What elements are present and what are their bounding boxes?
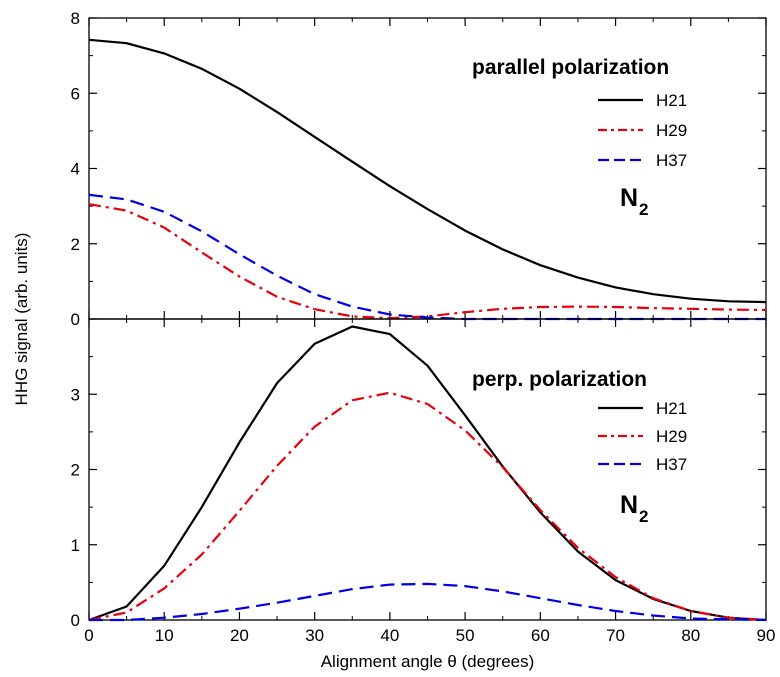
y-tick-label: 0 [71,310,80,329]
molecule-label: N [620,491,638,519]
x-tick-label: 20 [230,626,249,645]
x-tick-label: 40 [380,626,399,645]
series-line-h21 [88,38,767,304]
legend-label: H29 [656,121,687,140]
y-axis-title: HHG signal (arb. units) [12,233,31,406]
series-line-h29 [88,391,767,622]
x-tick-label: 50 [456,626,475,645]
legend-label: H21 [656,91,687,110]
series-line-h37 [89,582,767,622]
y-tick-label: 2 [71,235,80,254]
molecule-label: N [620,184,638,212]
y-tick-label: 8 [71,9,80,28]
legend-label: H29 [656,427,687,446]
legend-label: H37 [656,151,687,170]
y-tick-label: 1 [71,536,80,555]
series-line-h37 [88,193,766,321]
x-tick-label: 60 [531,626,550,645]
panel-title: perp. polarization [472,368,647,391]
x-tick-label: 80 [681,626,700,645]
x-tick-label: 10 [155,626,174,645]
series-line-h29 [88,203,767,320]
x-axis-title: Alignment angle θ (degrees) [321,652,535,671]
legend-label: H21 [656,399,687,418]
y-tick-label: 6 [71,84,80,103]
x-tick-label: 70 [606,626,625,645]
legend-label: H37 [656,455,687,474]
y-tick-label: 0 [71,611,80,630]
x-tick-label: 90 [757,626,776,645]
y-tick-label: 4 [71,160,80,179]
x-tick-label: 0 [84,626,93,645]
panel-title: parallel polarization [472,56,669,79]
shared-axis-labels: Alignment angle θ (degrees) HHG signal (a… [12,233,534,671]
molecule-subscript: 2 [639,200,648,219]
molecule-subscript: 2 [639,507,648,526]
x-tick-label: 30 [305,626,324,645]
y-tick-label: 3 [71,385,80,404]
y-tick-label: 2 [71,461,80,480]
